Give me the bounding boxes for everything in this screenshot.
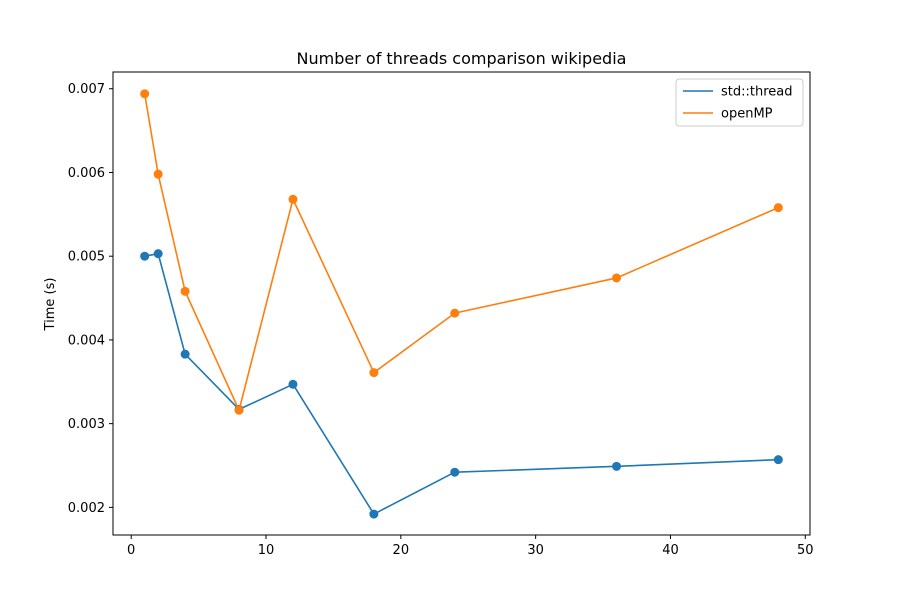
legend-label: std::thread <box>721 85 793 100</box>
series-1-point <box>773 455 783 465</box>
series-1-point <box>450 467 460 477</box>
series-1-point <box>180 349 190 359</box>
series-2-point <box>140 89 150 99</box>
series-2-point <box>612 273 622 283</box>
y-tick-label: 0.006 <box>68 166 105 181</box>
legend-label: openMP <box>721 107 773 122</box>
series-2-point <box>288 194 298 204</box>
y-tick-label: 0.003 <box>68 417 105 432</box>
chart-title: Number of threads comparison wikipedia <box>297 49 627 68</box>
y-tick-label: 0.005 <box>68 250 105 265</box>
x-tick-label: 50 <box>797 543 814 558</box>
x-tick-label: 30 <box>527 543 544 558</box>
series-2-point <box>153 169 163 179</box>
series-1-point <box>288 379 298 389</box>
x-tick-label: 40 <box>662 543 679 558</box>
series-2-point <box>450 308 460 318</box>
y-tick-label: 0.004 <box>68 333 105 348</box>
y-tick-label: 0.007 <box>68 82 105 97</box>
x-tick-label: 0 <box>127 543 135 558</box>
series-1-point <box>140 251 150 261</box>
series-2-point <box>369 368 379 378</box>
x-tick-label: 20 <box>393 543 410 558</box>
series-2-point <box>234 405 244 415</box>
axes-frame <box>112 71 811 536</box>
plot-area: 0 10 20 30 40 50 0.002 0.003 0.004 0.005 0.006 0.00… <box>68 71 814 558</box>
y-tick-label: 0.002 <box>68 501 105 516</box>
series-1-point <box>612 461 622 471</box>
y-axis-label: Time (s) <box>43 278 58 332</box>
x-tick-label: 10 <box>258 543 275 558</box>
series-2-point <box>773 203 783 213</box>
series-1-point <box>153 249 163 259</box>
series-1-point <box>369 509 379 519</box>
series-2-point <box>180 286 190 296</box>
